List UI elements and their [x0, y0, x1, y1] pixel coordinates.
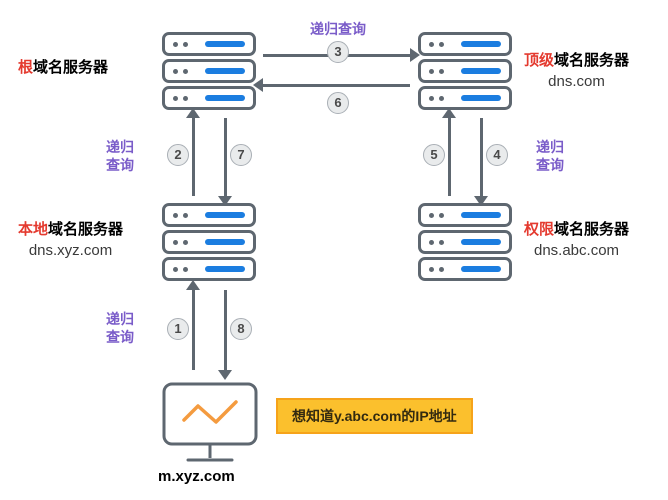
step-badge-6: 6: [327, 92, 349, 114]
edge-8: [224, 290, 227, 370]
label-client: m.xyz.com: [158, 466, 235, 487]
query-label-right1: 递归查询: [536, 138, 564, 174]
query-label-top: 递归查询: [310, 20, 366, 38]
client-monitor-icon: [150, 378, 270, 468]
edge-6: [263, 84, 410, 87]
step-badge-2: 2: [167, 144, 189, 166]
label-root: 根域名服务器: [18, 57, 108, 78]
edge-7: [224, 118, 227, 196]
server-local: [162, 203, 256, 281]
label-auth: 权限域名服务器 dns.abc.com: [524, 219, 629, 261]
query-label-left1: 递归查询: [106, 138, 134, 174]
step-badge-3: 3: [327, 41, 349, 63]
query-label-left2: 递归查询: [106, 310, 134, 346]
edge-1: [192, 290, 195, 370]
server-tld: [418, 32, 512, 110]
server-auth: [418, 203, 512, 281]
server-root: [162, 32, 256, 110]
step-badge-5: 5: [423, 144, 445, 166]
step-badge-1: 1: [167, 318, 189, 340]
edge-2: [192, 118, 195, 196]
label-local: 本地域名服务器 dns.xyz.com: [18, 219, 123, 261]
edge-4: [480, 118, 483, 196]
step-badge-4: 4: [486, 144, 508, 166]
step-badge-7: 7: [230, 144, 252, 166]
edge-5: [448, 118, 451, 196]
label-tld: 顶级域名服务器 dns.com: [524, 50, 629, 92]
banner-tip: 想知道y.abc.com的IP地址: [276, 398, 473, 434]
step-badge-8: 8: [230, 318, 252, 340]
